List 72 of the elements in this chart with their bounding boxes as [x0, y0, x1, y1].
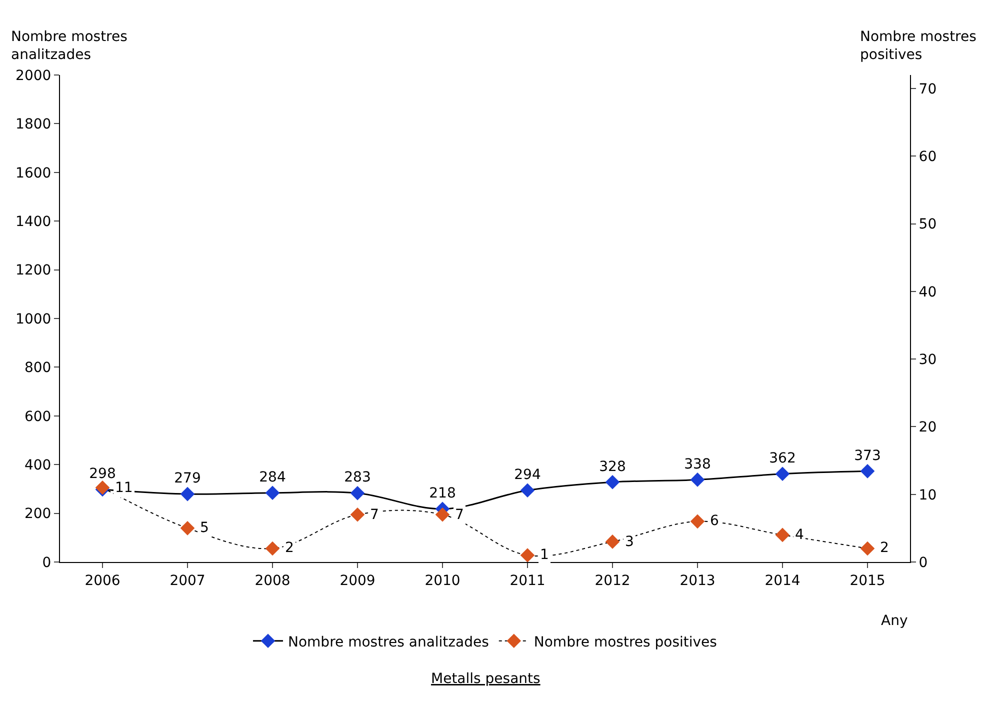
- y-tick-label: 1200: [16, 262, 52, 279]
- point: [860, 464, 875, 478]
- y-tick-label: 1800: [16, 116, 52, 133]
- y2-tick-label: 10: [918, 487, 937, 504]
- y-tick-label: 1400: [16, 214, 52, 230]
- y-tick-label: 1600: [16, 165, 52, 182]
- x-tick-label: 2010: [424, 572, 460, 589]
- y2-tick-label: 20: [918, 420, 937, 436]
- data-label: 218: [429, 486, 456, 502]
- y2-tick-label: 0: [918, 554, 928, 571]
- y-tick-label: 1000: [16, 311, 52, 328]
- point: [775, 528, 790, 542]
- y-tick-label: 2000: [16, 68, 52, 84]
- x-tick-label: 2011: [510, 572, 546, 589]
- data-label: 2: [880, 540, 889, 556]
- point: [265, 541, 280, 556]
- data-label: 338: [684, 456, 711, 472]
- point: [605, 474, 620, 490]
- point: [520, 483, 535, 498]
- data-label: 279: [174, 470, 201, 487]
- data-label: 294: [514, 467, 541, 484]
- point: [690, 514, 705, 529]
- data-label: 7: [455, 507, 464, 523]
- x-tick-label: 2015: [850, 572, 886, 589]
- data-label: 284: [259, 469, 286, 486]
- data-label: 11: [115, 480, 133, 496]
- y2-tick-label: 60: [918, 149, 937, 166]
- x-axis-title: Any: [881, 613, 908, 629]
- data-label: 328: [599, 458, 626, 475]
- text: Metalls pesants: [431, 671, 540, 687]
- y-tick-label: 200: [24, 506, 52, 522]
- data-label: 5: [200, 520, 209, 536]
- point: [775, 466, 790, 481]
- x-tick-label: 2014: [764, 572, 800, 589]
- point: [605, 534, 620, 549]
- x-tick-label: 2006: [84, 572, 120, 589]
- data-label: 373: [854, 448, 881, 464]
- y2-tick-label: 30: [918, 352, 937, 368]
- point: [690, 472, 705, 487]
- y-tick-label: 600: [24, 408, 52, 425]
- point: [350, 486, 365, 500]
- y2-tick-label: 50: [918, 216, 937, 233]
- data-label: 2: [285, 540, 294, 556]
- data-label: 7: [370, 507, 379, 523]
- x-tick-label: 2008: [254, 572, 290, 589]
- x-tick-label: 2009: [340, 572, 376, 589]
- point: [180, 486, 195, 502]
- y-tick-label: 0: [42, 554, 52, 571]
- y-axis-title: Nombre mostres analitzades: [11, 29, 128, 64]
- point: [350, 508, 365, 522]
- x-tick-label: 2007: [170, 572, 206, 589]
- data-label: 3: [625, 534, 634, 550]
- data-label: 298: [89, 466, 116, 482]
- point: [265, 486, 280, 500]
- data-label: 6: [710, 513, 719, 529]
- x-tick-label: 2012: [594, 572, 630, 589]
- point: [180, 521, 195, 536]
- legend-label: Nombre mostres positives: [534, 634, 717, 650]
- y2-axis-title: Nombre mostres positives: [860, 29, 976, 64]
- data-label: 1: [540, 547, 549, 563]
- legend-label: Nombre mostres analitzades: [288, 634, 489, 650]
- data-label: 362: [769, 450, 796, 466]
- data-label: 4: [795, 527, 804, 543]
- y-tick-label: 400: [24, 458, 52, 474]
- y2-tick-label: 70: [918, 81, 937, 98]
- x-tick-label: 2013: [680, 572, 716, 589]
- y-tick-label: 800: [24, 360, 52, 376]
- point: [860, 541, 875, 556]
- point: [520, 548, 535, 562]
- y2-tick-label: 40: [918, 284, 937, 300]
- data-label: 283: [344, 470, 371, 486]
- point: [435, 508, 450, 522]
